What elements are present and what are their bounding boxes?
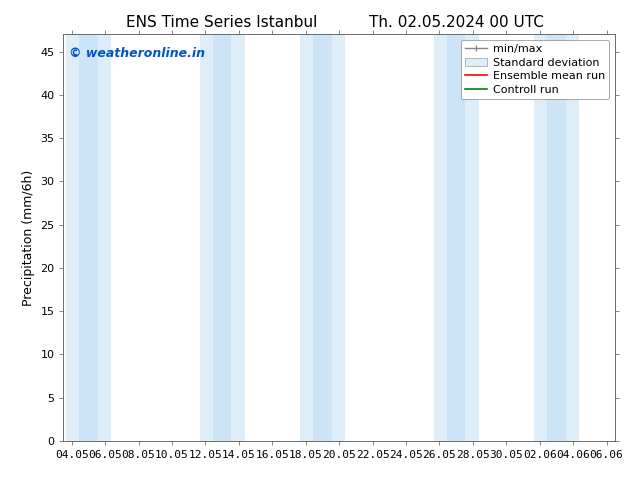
Text: © weatheronline.in: © weatheronline.in [69, 47, 205, 59]
Text: Th. 02.05.2024 00 UTC: Th. 02.05.2024 00 UTC [369, 15, 544, 30]
Bar [79, 34, 98, 441]
Bar [66, 34, 111, 441]
Bar [300, 34, 345, 441]
Bar [213, 34, 231, 441]
Y-axis label: Precipitation (mm/6h): Precipitation (mm/6h) [22, 170, 35, 306]
Bar [200, 34, 245, 441]
Bar [447, 34, 465, 441]
Bar [534, 34, 579, 441]
Legend: min/max, Standard deviation, Ensemble mean run, Controll run: min/max, Standard deviation, Ensemble me… [460, 40, 609, 99]
Text: ENS Time Series Istanbul: ENS Time Series Istanbul [126, 15, 318, 30]
Bar [547, 34, 566, 441]
Bar [434, 34, 479, 441]
Bar [313, 34, 332, 441]
